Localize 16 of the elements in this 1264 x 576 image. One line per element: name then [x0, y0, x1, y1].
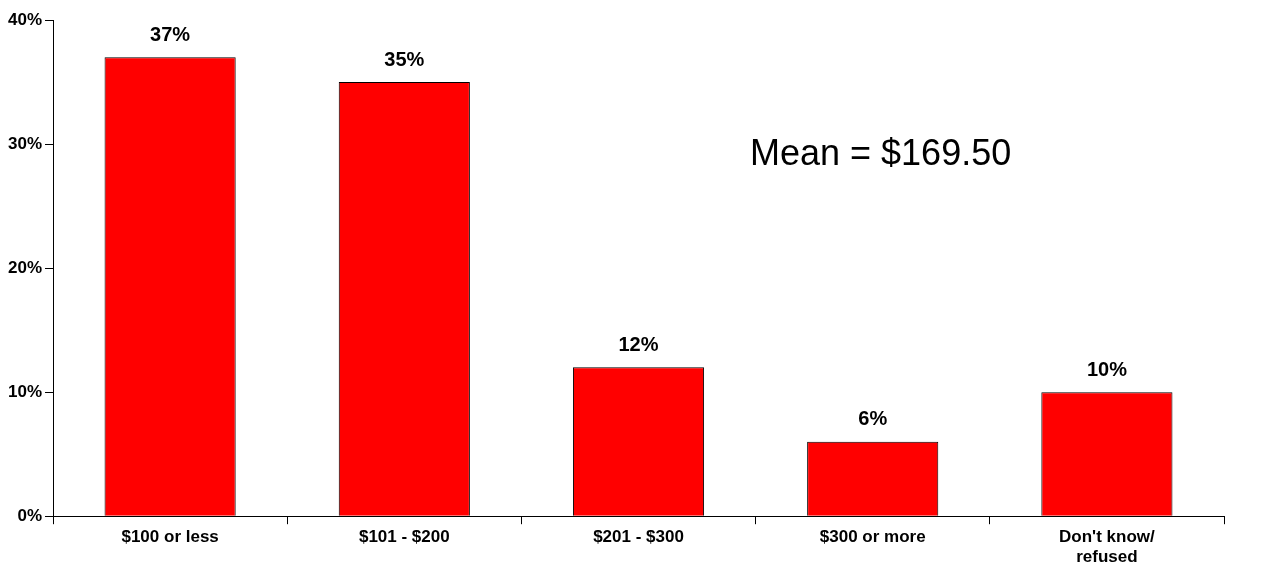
x-tick-label: $101 - $200	[358, 527, 450, 547]
data-label: 10%	[1086, 357, 1128, 380]
y-tick-label: 30%	[7, 133, 43, 153]
data-label: 35%	[384, 47, 425, 70]
x-tick-label: $201 - $300	[593, 527, 684, 547]
data-label: 6%	[858, 407, 888, 430]
data-label: 12%	[618, 332, 659, 355]
annotation: Mean = $169.50	[750, 131, 1012, 173]
y-tick-label: 40%	[7, 9, 43, 29]
x-tick-label: $300 or more	[819, 527, 926, 547]
y-tick-label: 0%	[17, 505, 43, 525]
x-tick-label: $100 or less	[121, 527, 219, 547]
data-label: 37%	[150, 22, 191, 45]
y-tick-label: 20%	[7, 257, 43, 277]
x-tick-label: Don't know/ refused	[1059, 527, 1155, 567]
y-tick-label: 10%	[7, 381, 43, 401]
